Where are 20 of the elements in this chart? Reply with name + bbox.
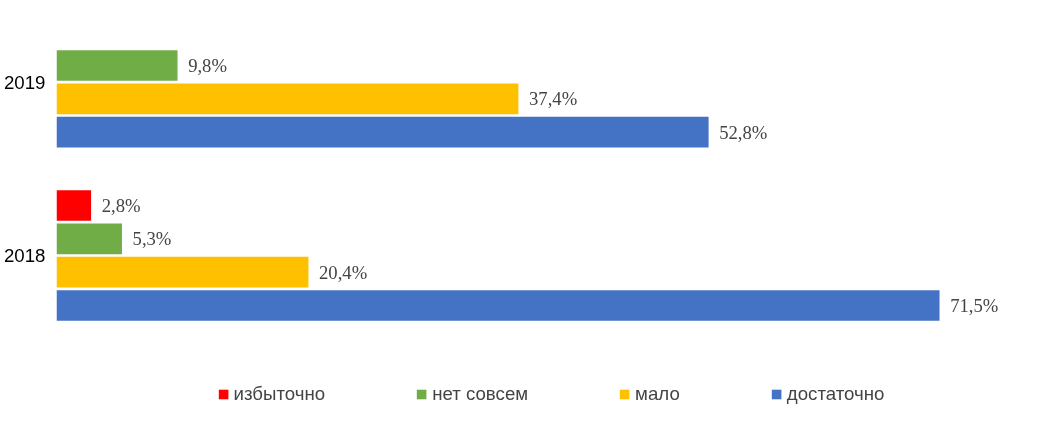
legend-label: нет совсем: [432, 383, 529, 405]
bar: [56, 256, 309, 288]
data-label: 2,8%: [101, 195, 141, 216]
data-label: 52,8%: [719, 121, 768, 143]
y-tick-label: 2018: [4, 245, 46, 266]
y-tick-label: 2019: [4, 71, 46, 93]
bar: [56, 116, 709, 148]
data-label: 9,8%: [188, 55, 227, 76]
bar: [56, 223, 122, 255]
legend-label: мало: [635, 383, 680, 405]
legend-label: избыточно: [233, 383, 326, 405]
bar: [56, 190, 92, 221]
data-label: 20,4%: [319, 261, 368, 283]
bar: [56, 50, 178, 81]
data-label: 71,5%: [950, 295, 999, 316]
data-label: 5,3%: [132, 228, 172, 250]
data-label: 37,4%: [528, 88, 578, 110]
legend-label: достаточно: [786, 383, 885, 405]
bar: [56, 83, 519, 115]
bar: [56, 290, 940, 321]
